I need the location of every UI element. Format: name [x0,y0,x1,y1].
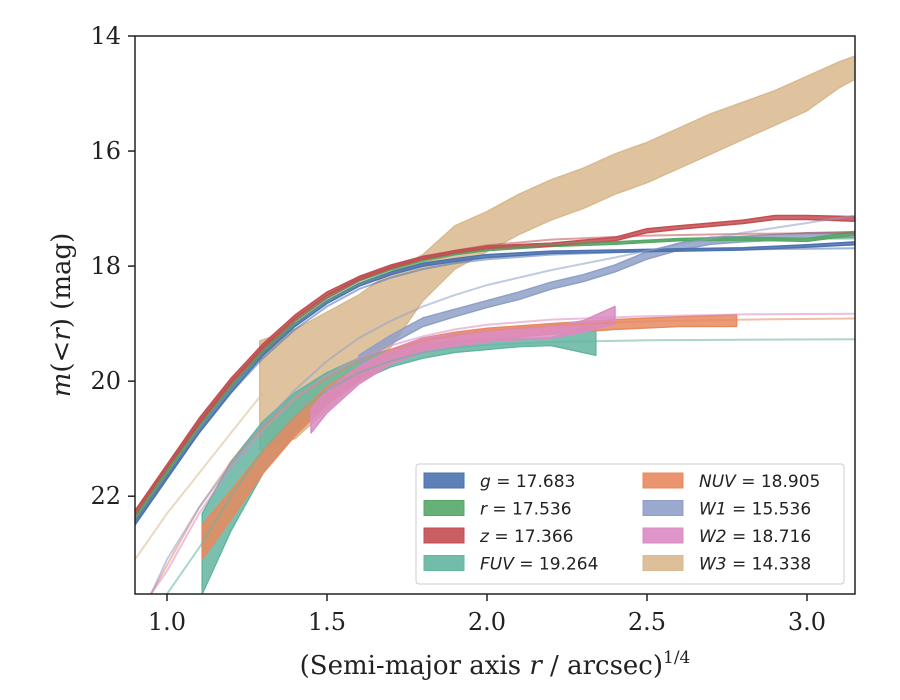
legend-swatch-nuv [642,472,684,489]
y-tick-label: 20 [90,367,121,395]
legend-swatch-r [423,500,465,516]
model-curve-fuv [166,338,855,594]
x-axis-title: (Semi-major axis r / arcsec)1/4 [300,648,691,681]
model-curve-z [135,231,855,515]
legend-swatch-w2 [642,527,684,544]
y-tick-label: 16 [90,137,121,165]
legend-box [415,463,845,585]
legend-swatch-fuv [423,555,465,571]
model-curve-r [135,237,855,517]
band-w1 [358,230,855,365]
x-tick-label: 2.5 [628,608,666,636]
legend: g = 17.683 r = 17.536 z = 17.366 FUV = 19.2… [415,463,845,585]
legend-label-r: r = 17.536 [480,500,572,520]
y-axis-title: m(<r) (mag) [47,233,77,398]
band-w3 [259,55,855,451]
legend-swatch-z [423,527,465,544]
y-tick-label: 18 [90,252,121,280]
x-tick-label: 2.0 [468,608,506,636]
legend-swatch-w3 [642,555,684,571]
plot-frame [134,35,856,595]
legend-label-nuv: NUV = 18.905 [699,472,820,492]
model-curve-w2 [150,312,855,594]
legend-label-z: z = 17.366 [479,527,573,547]
legend-label-w2: W2 = 18.716 [699,527,811,547]
y-tick-label: 22 [90,482,121,510]
band-z [135,214,855,518]
legend-label-w3: W3 = 14.338 [699,555,811,575]
legend-swatch-g [423,472,465,489]
x-tick-label: 1.0 [148,608,186,636]
legend-label-w1: W1 = 15.536 [699,500,811,520]
y-tick-label: 14 [90,22,121,50]
model-curves [135,214,855,594]
x-tick-label: 1.5 [308,608,346,636]
x-axis: 1.0 1.5 2.0 2.5 3.0 [148,594,826,636]
model-curve-w3 [135,392,264,561]
model-curve-w1 [150,214,855,594]
model-curve-g [135,247,855,523]
legend-swatch-w1 [642,500,684,516]
legend-label-g: g = 17.683 [480,472,575,492]
x-tick-label: 3.0 [788,608,826,636]
legend-label-fuv: FUV = 19.264 [480,555,598,575]
y-axis: 14 16 18 20 22 [90,22,135,510]
